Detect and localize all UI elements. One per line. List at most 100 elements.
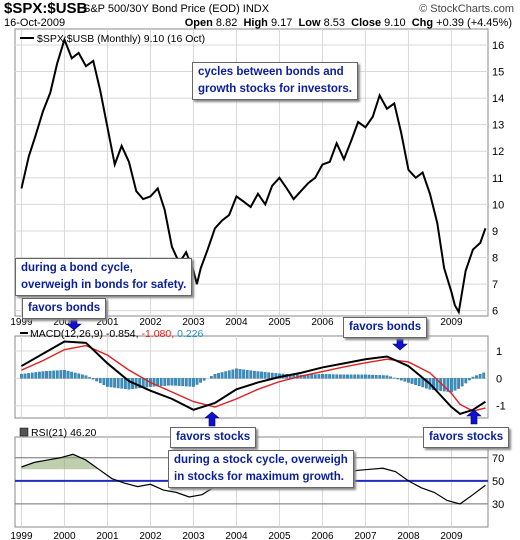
open-label: Open [184, 17, 213, 29]
macd-histogram-bar [91, 378, 95, 380]
price-ytick-label: 15 [492, 67, 504, 79]
macd-histogram-bar [66, 370, 70, 379]
rsi-xtick-label: 2001 [96, 531, 119, 540]
chg-label: Chg [411, 17, 434, 29]
macd-histogram-bar [356, 374, 360, 379]
macd-histogram-bar [235, 368, 238, 379]
macd-histogram-bar [159, 378, 163, 387]
price-ytick-label: 11 [492, 173, 503, 185]
rsi-xtick-label: 2005 [268, 531, 291, 540]
note-stock-cycle: during a stock cycle, overweigh in stock… [168, 450, 354, 488]
rsi-xtick-label: 2006 [311, 531, 334, 540]
macd-histogram-bar [267, 372, 271, 379]
macd-histogram-bar [174, 378, 177, 386]
price-ytick-label: 8 [492, 253, 498, 265]
macd-histogram-bar [113, 378, 117, 388]
rsi-ytick-label: 70 [492, 453, 504, 465]
macd-histogram-bar [450, 378, 453, 393]
note-favors-stocks-2: favors stocks [423, 427, 510, 448]
note-favors-bonds-2: favors bonds [343, 317, 428, 338]
macd-histogram-bar [192, 378, 195, 387]
macd-histogram-bar [432, 378, 435, 390]
macd-histogram-bar [27, 373, 31, 379]
macd-histogram-bar [317, 374, 321, 379]
macd-histogram-bar [181, 378, 185, 387]
macd-histogram-bar [231, 369, 235, 379]
macd-histogram-bar [23, 373, 27, 379]
price-xtick-label: 2003 [182, 317, 205, 328]
macd-histogram-bar [30, 372, 34, 379]
macd-histogram-bar [166, 378, 170, 386]
macd-ytick-label: 1 [496, 346, 502, 358]
macd-histogram-bar [199, 378, 203, 383]
macd-histogram-bar [227, 370, 231, 379]
macd-histogram-bar [188, 378, 192, 387]
rsi-xtick-label: 2004 [225, 531, 248, 540]
macd-histogram-bar [59, 370, 63, 379]
price-ytick-label: 14 [492, 93, 504, 105]
close-value: 9.10 [384, 17, 406, 29]
price-xtick-label: 2009 [440, 317, 463, 328]
rsi-legend-label: RSI(21) 46.20 [31, 427, 97, 439]
macd-histogram-bar [471, 376, 475, 379]
macd-histogram-bar [263, 372, 267, 379]
macd-histogram-bar [342, 374, 346, 379]
macd-histogram-bar [145, 378, 149, 388]
macd-histogram-bar [475, 375, 478, 379]
macd-histogram-bar [80, 374, 84, 379]
macd-histogram-bar [460, 378, 464, 387]
macd-histogram-bar [338, 374, 342, 379]
macd-histogram-bar [102, 378, 106, 385]
low-value: 8.53 [323, 17, 345, 29]
macd-histogram-bar [478, 374, 482, 379]
macd-histogram-bar [403, 378, 407, 382]
macd-histogram-bar [106, 378, 109, 387]
macd-histogram-bar [453, 378, 457, 391]
macd-histogram-bar [63, 369, 66, 379]
chart-description: S&P 500/30Y Bond Price (EOD) INDX [83, 3, 270, 15]
macd-histogram-bar [407, 378, 410, 383]
ohlc-readout: Open 8.82 High 9.17 Low 8.53 Close 9.10 … [185, 17, 512, 29]
macd-histogram-bar [467, 378, 471, 381]
macd-histogram-bar [177, 378, 181, 386]
macd-histogram-bar [349, 374, 353, 379]
price-xtick-label: 2006 [311, 317, 334, 328]
macd-histogram-bar [116, 378, 120, 389]
macd-histogram-bar [371, 374, 375, 379]
price-xtick-label: 2000 [53, 317, 76, 328]
macd-histogram-bar [364, 374, 367, 379]
macd-histogram-bar [138, 378, 142, 389]
macd-histogram-bar [77, 373, 81, 379]
price-ytick-label: 16 [492, 40, 504, 52]
macd-histogram-bar [84, 375, 88, 379]
macd-histogram-bar [45, 371, 48, 379]
macd-line [20, 340, 486, 416]
rsi-ytick-label: 30 [492, 499, 504, 511]
macd-histogram-bar [417, 378, 421, 387]
attribution: © StockCharts.com [419, 3, 514, 15]
price-ytick-label: 6 [492, 306, 498, 318]
note-favors-stocks-1: favors stocks [170, 427, 257, 448]
macd-histogram-bar [328, 374, 332, 379]
macd-histogram-bar [414, 378, 418, 385]
macd-histogram-bar [367, 374, 371, 379]
macd-histogram-bar [48, 370, 52, 379]
macd-histogram-bar [252, 370, 256, 379]
macd-histogram-bar [424, 378, 428, 389]
rsi-legend-swatch [19, 427, 29, 437]
macd-histogram-bar [170, 378, 174, 386]
macd-ytick-label: -1 [496, 401, 506, 413]
macd-histogram-bar [346, 374, 349, 379]
macd-histogram-bar [324, 374, 328, 379]
rsi-ytick-label: 50 [492, 476, 504, 488]
macd-histogram-bar [256, 371, 260, 379]
macd-histogram-bar [249, 370, 253, 379]
macd-histogram-bar [220, 372, 224, 379]
macd-histogram-bar [37, 371, 41, 379]
macd-histogram-bar [260, 371, 263, 379]
macd-histogram-bar [410, 378, 414, 384]
price-ytick-label: 7 [492, 279, 498, 291]
macd-histogram-bar [209, 376, 213, 379]
price-ytick-label: 13 [492, 120, 504, 132]
macd-histogram-bar [242, 369, 246, 379]
